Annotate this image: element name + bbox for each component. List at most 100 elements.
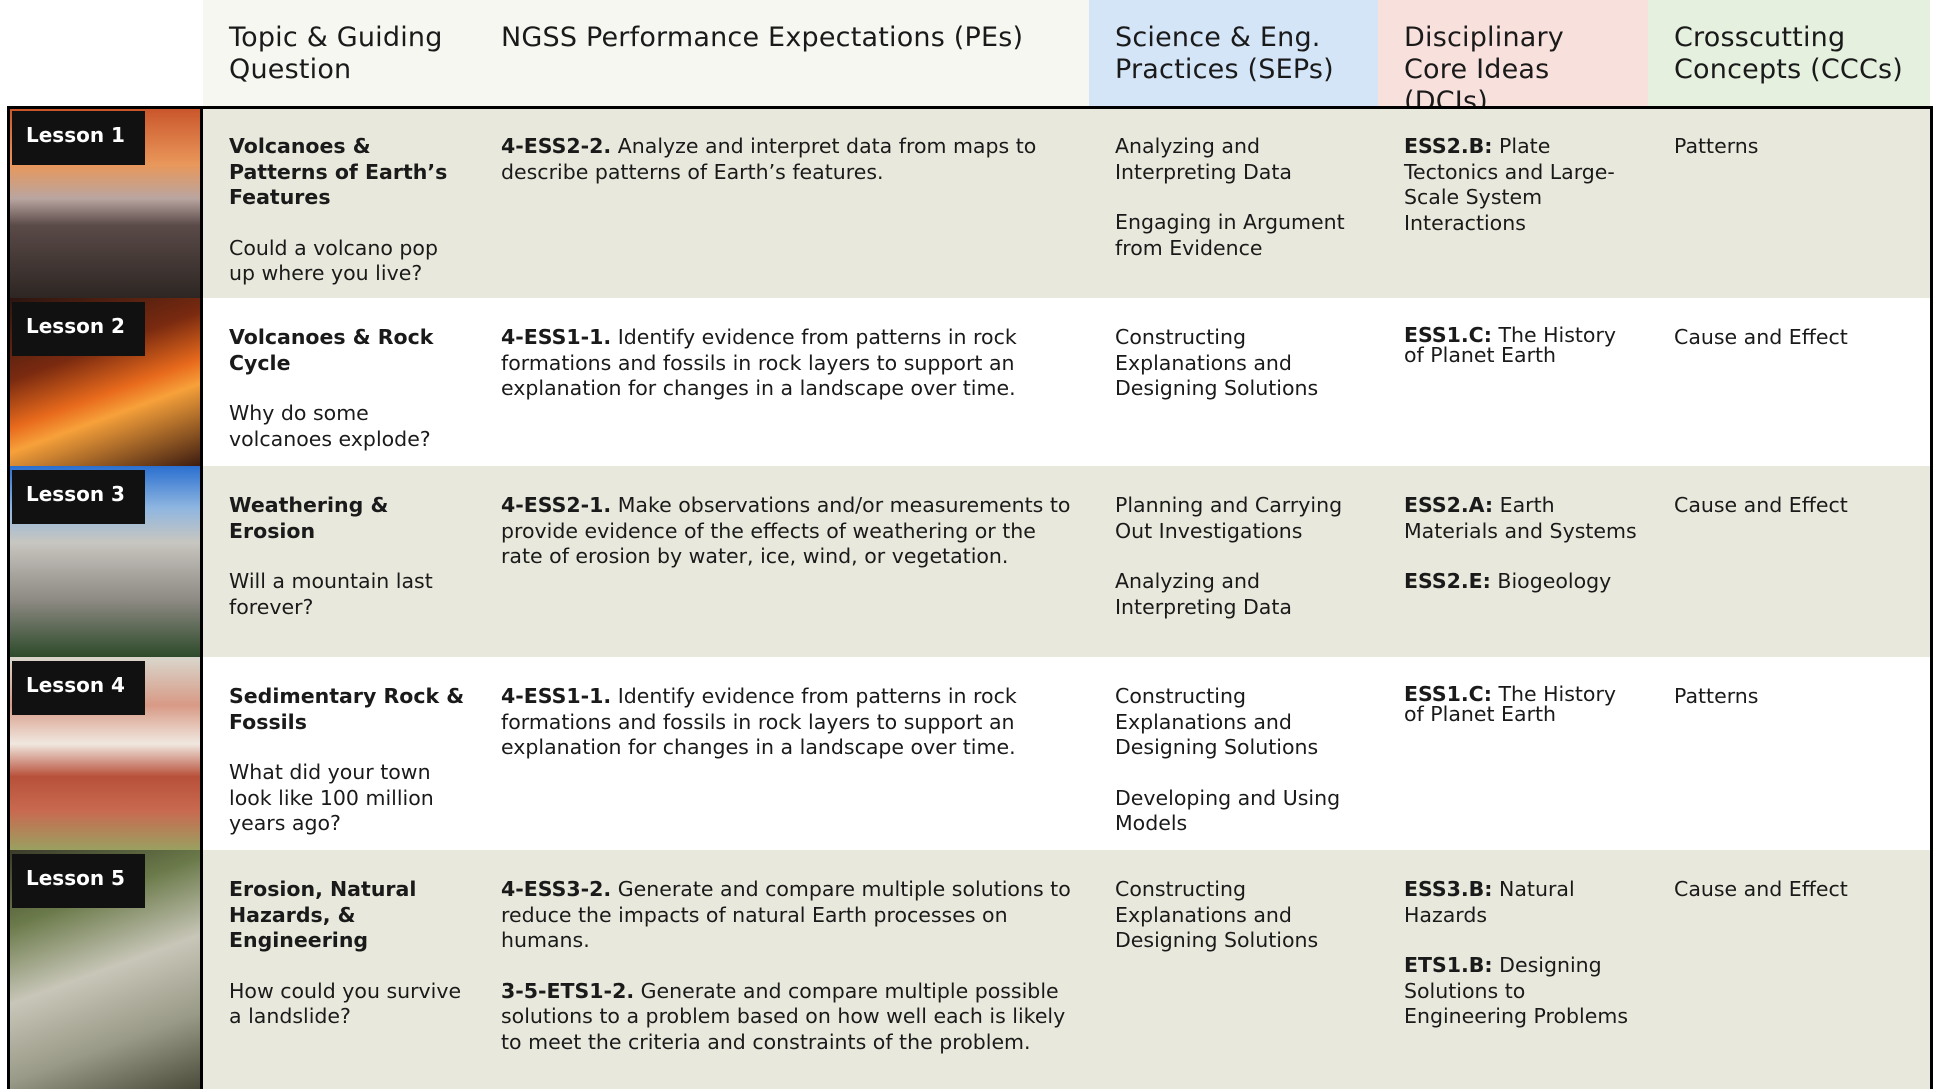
ccc-cell: Cause and Effect — [1648, 298, 1930, 466]
topic-cell: Sedimentary Rock & Fossils What did your … — [203, 657, 475, 850]
pe-text: Make observations and/or measurements to… — [501, 493, 1071, 568]
topic-cell: Weathering & Erosion Will a mountain last… — [203, 466, 475, 657]
topic-title: Erosion, Natural Hazards, & Engineering — [229, 877, 417, 952]
pe-code: 4-ESS1-1. — [501, 684, 612, 708]
lesson-image: Lesson 3 — [8, 466, 203, 657]
ccc-cell: Patterns — [1648, 657, 1930, 850]
pe-cell: 4-ESS3-2. Generate and compare multiple … — [475, 850, 1089, 1089]
pe-text: Identify evidence from patterns in rock … — [501, 325, 1017, 400]
guiding-question: How could you survive a landslide? — [229, 978, 462, 1029]
sep-entry: Constructing Explanations and Designing … — [1115, 877, 1319, 952]
sep-entry: Analyzing and Interpreting Data — [1115, 134, 1292, 184]
lesson-image: Lesson 4 — [8, 657, 203, 850]
pe-cell: 4-ESS1-1. Identify evidence from pattern… — [475, 657, 1089, 850]
dci-entry: ESS2.B: Plate Tectonics and Large-Scale … — [1404, 134, 1638, 236]
sep-cell: Planning and Carrying Out Investigations… — [1089, 466, 1378, 657]
lesson-image: Lesson 2 — [8, 298, 203, 466]
ccc-entry: Patterns — [1674, 134, 1759, 158]
guiding-question: Could a volcano pop up where you live? — [229, 235, 438, 286]
ccc-cell: Cause and Effect — [1648, 466, 1930, 657]
pe-cell: 4-ESS2-2. Analyze and interpret data fro… — [475, 107, 1089, 298]
guiding-question: Will a mountain last forever? — [229, 569, 433, 619]
dci-code: ESS3.B: — [1404, 877, 1493, 901]
dci-text: Designing Solutions to Engineering Probl… — [1404, 953, 1629, 1028]
dci-entry: ESS1.C: The History of Planet Earth — [1404, 323, 1638, 367]
topic-cell: Erosion, Natural Hazards, & Engineering H… — [203, 850, 475, 1089]
dci-cell: ESS1.C: The History of Planet Earth — [1378, 657, 1648, 850]
dci-cell: ESS2.B: Plate Tectonics and Large-Scale … — [1378, 107, 1648, 298]
lesson-label: Lesson 2 — [12, 302, 145, 356]
topic-title: Volcanoes & Patterns of Earth’s Features — [229, 134, 448, 209]
sep-cell: Analyzing and Interpreting Data Engaging … — [1089, 107, 1378, 298]
dci-code: ESS2.E: — [1404, 569, 1491, 593]
dci-cell: ESS1.C: The History of Planet Earth — [1378, 298, 1648, 466]
pe-entry: 4-ESS3-2. Generate and compare multiple … — [501, 877, 1079, 954]
lesson-image: Lesson 1 — [8, 107, 203, 298]
image-divider — [200, 106, 203, 1089]
dci-cell: ESS2.A: Earth Materials and Systems ESS2.… — [1378, 466, 1648, 657]
standards-table: Topic & Guiding Question NGSS Performance… — [8, 0, 1930, 1089]
pe-entry: 3-5-ETS1-2. Generate and compare multipl… — [501, 979, 1079, 1056]
sep-entry: Constructing Explanations and Designing … — [1115, 325, 1319, 400]
dci-entry: ESS2.E: Biogeology — [1404, 569, 1638, 595]
column-header: Science & Eng. Practices (SEPs) — [1089, 0, 1378, 107]
pe-entry: 4-ESS1-1. Identify evidence from pattern… — [501, 684, 1079, 761]
pe-code: 4-ESS3-2. — [501, 877, 612, 901]
dci-code: ETS1.B: — [1404, 953, 1493, 977]
lesson-label: Lesson 3 — [12, 470, 145, 524]
topic-title: Sedimentary Rock & Fossils — [229, 684, 465, 734]
ccc-entry: Cause and Effect — [1674, 877, 1848, 901]
topic-title: Volcanoes & Rock Cycle — [229, 325, 434, 375]
sep-entry: Developing and Using Models — [1115, 785, 1341, 836]
pe-cell: 4-ESS1-1. Identify evidence from pattern… — [475, 298, 1089, 466]
dci-text: The History of Planet Earth — [1404, 323, 1617, 367]
sep-cell: Constructing Explanations and Designing … — [1089, 657, 1378, 850]
pe-code: 3-5-ETS1-2. — [501, 978, 635, 1003]
pe-code: 4-ESS2-2. — [501, 134, 612, 158]
column-header: Topic & Guiding Question — [203, 0, 475, 107]
ccc-cell: Patterns — [1648, 107, 1930, 298]
dci-cell: ESS3.B: Natural Hazards ETS1.B: Designing… — [1378, 850, 1648, 1089]
dci-entry: ESS1.C: The History of Planet Earth — [1404, 682, 1638, 726]
sep-cell: Constructing Explanations and Designing … — [1089, 850, 1378, 1089]
ccc-entry: Cause and Effect — [1674, 493, 1848, 517]
topic-cell: Volcanoes & Patterns of Earth’s Features… — [203, 107, 475, 298]
ccc-cell: Cause and Effect — [1648, 850, 1930, 1089]
sep-entry: Engaging in Argument from Evidence — [1115, 210, 1345, 260]
pe-cell: 4-ESS2-1. Make observations and/or measu… — [475, 466, 1089, 657]
dci-text: Plate Tectonics and Large-Scale System I… — [1404, 134, 1615, 235]
dci-code: ESS1.C: — [1404, 323, 1492, 347]
pe-entry: 4-ESS1-1. Identify evidence from pattern… — [501, 325, 1079, 402]
dci-text: Biogeology — [1497, 569, 1612, 593]
column-header: NGSS Performance Expectations (PEs) — [475, 0, 1089, 107]
topic-cell: Volcanoes & Rock Cycle Why do some volcan… — [203, 298, 475, 466]
dci-text: The History of Planet Earth — [1404, 682, 1617, 726]
dci-entry: ESS3.B: Natural Hazards — [1404, 877, 1638, 928]
dci-code: ESS2.A: — [1404, 493, 1494, 517]
pe-code: 4-ESS1-1. — [501, 325, 612, 349]
pe-text: Generate and compare multiple solutions … — [501, 877, 1071, 952]
topic-title: Weathering & Erosion — [229, 493, 389, 543]
pe-text: Analyze and interpret data from maps to … — [501, 134, 1037, 184]
guiding-question: What did your town look like 100 million… — [229, 760, 434, 835]
sep-entry: Analyzing and Interpreting Data — [1115, 569, 1292, 619]
dci-code: ESS2.B: — [1404, 134, 1493, 158]
lesson-label: Lesson 1 — [12, 111, 145, 165]
sep-cell: Constructing Explanations and Designing … — [1089, 298, 1378, 466]
dci-text: Earth Materials and Systems — [1404, 493, 1637, 543]
dci-entry: ESS2.A: Earth Materials and Systems — [1404, 493, 1638, 544]
pe-text: Identify evidence from patterns in rock … — [501, 684, 1017, 759]
lesson-label: Lesson 5 — [12, 854, 145, 908]
column-header: Disciplinary Core Ideas (DCIs) — [1378, 0, 1648, 117]
header-blank — [8, 0, 203, 107]
column-header: Crosscutting Concepts (CCCs) — [1648, 0, 1930, 107]
dci-code: ESS1.C: — [1404, 682, 1492, 706]
ccc-entry: Patterns — [1674, 684, 1759, 708]
pe-entry: 4-ESS2-2. Analyze and interpret data fro… — [501, 134, 1079, 185]
pe-entry: 4-ESS2-1. Make observations and/or measu… — [501, 493, 1079, 570]
guiding-question: Why do some volcanoes explode? — [229, 401, 431, 451]
pe-text: Generate and compare multiple possible s… — [501, 978, 1066, 1054]
pe-code: 4-ESS2-1. — [501, 493, 612, 517]
dci-text: Natural Hazards — [1404, 877, 1575, 927]
